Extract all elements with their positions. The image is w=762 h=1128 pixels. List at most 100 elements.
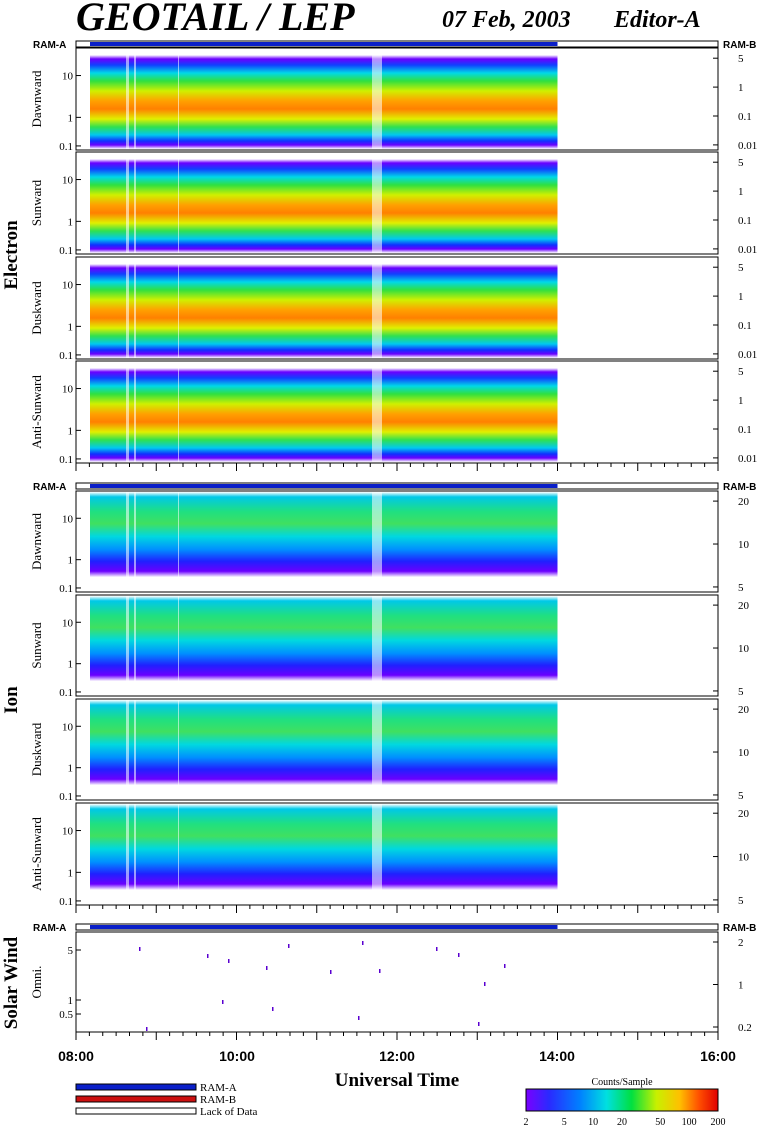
colorbar-tick-label: 10 bbox=[588, 1117, 598, 1128]
right-tick-label: 0.01 bbox=[738, 349, 757, 361]
colorbar-tick-label: 5 bbox=[562, 1117, 567, 1128]
right-tick-label: 1 bbox=[738, 82, 744, 94]
ram-a-label: RAM-A bbox=[33, 40, 66, 51]
right-tick-label: 0.1 bbox=[738, 320, 752, 332]
data-gap bbox=[372, 49, 382, 149]
colorbar-tick-label: 200 bbox=[711, 1117, 726, 1128]
data-gap bbox=[126, 258, 129, 358]
legend-label-ram-b: RAM-B bbox=[200, 1094, 236, 1106]
x-axis-label: Universal Time bbox=[335, 1070, 459, 1091]
ram-a-segment bbox=[90, 925, 558, 929]
right-tick-label: 0.2 bbox=[738, 1022, 752, 1034]
data-gap bbox=[134, 492, 136, 591]
y-tick-label: 1 bbox=[68, 425, 74, 437]
right-tick-label: 20 bbox=[738, 704, 750, 716]
data-gap bbox=[134, 258, 136, 358]
y-tick-label: 1 bbox=[68, 321, 74, 333]
right-tick-label: 1 bbox=[738, 291, 744, 303]
data-point bbox=[504, 964, 506, 968]
data-point bbox=[436, 947, 438, 951]
data-gap bbox=[372, 804, 382, 904]
spectrogram bbox=[90, 804, 558, 904]
data-gap bbox=[134, 804, 136, 904]
data-gap bbox=[178, 804, 179, 904]
right-tick-label: 0.1 bbox=[738, 424, 752, 436]
y-tick-label: 0.5 bbox=[59, 1009, 73, 1021]
y-tick-label: 10 bbox=[62, 384, 74, 396]
group-label-ion: Ion bbox=[1, 686, 22, 714]
right-tick-label: 5 bbox=[738, 790, 744, 802]
right-tick-label: 0.01 bbox=[738, 244, 757, 256]
panel-label: Dawnward bbox=[29, 512, 44, 570]
data-gap bbox=[134, 49, 136, 149]
x-tick-1400: 14:00 bbox=[539, 1048, 575, 1064]
panel-electron-dawnward: Dawnward 10 1 0.1 5 1 0.1 0.01 bbox=[29, 47, 757, 153]
data-point bbox=[379, 969, 381, 973]
legend-swatch-ram-b bbox=[75, 1095, 197, 1103]
y-tick-label: 10 bbox=[62, 721, 74, 733]
data-gap bbox=[372, 153, 382, 253]
y-tick-label: 1 bbox=[68, 867, 74, 879]
y-tick-label: 0.1 bbox=[59, 350, 73, 362]
data-gap bbox=[178, 258, 179, 358]
y-tick-label: 0.1 bbox=[59, 454, 73, 466]
right-tick-label: 0.1 bbox=[738, 215, 752, 227]
data-gap bbox=[126, 596, 129, 695]
data-point bbox=[362, 941, 364, 945]
y-tick-label: 10 bbox=[62, 617, 74, 629]
panel-electron-duskward: Duskward 10 1 0.1 5 1 0.1 0.01 bbox=[29, 256, 757, 362]
spectrogram bbox=[90, 492, 558, 591]
data-gap bbox=[134, 700, 136, 799]
data-point bbox=[484, 982, 486, 986]
data-gap bbox=[178, 362, 179, 462]
data-gap bbox=[134, 153, 136, 253]
colorbar-tick-label: 50 bbox=[655, 1117, 665, 1128]
editor-label: Editor-A bbox=[613, 7, 701, 33]
y-tick-label: 1 bbox=[68, 112, 74, 124]
data-gap bbox=[126, 153, 129, 253]
ram-a-label: RAM-A bbox=[33, 482, 66, 493]
y-tick-label: 0.1 bbox=[59, 791, 73, 803]
panel-label: Sunward bbox=[29, 179, 44, 226]
panel-ion-sunward: Sunward 10 1 0.1 20 10 5 bbox=[29, 594, 750, 699]
ram-a-segment bbox=[90, 42, 558, 46]
data-gap bbox=[372, 362, 382, 462]
data-gap bbox=[178, 596, 179, 695]
y-tick-label: 1 bbox=[68, 659, 74, 671]
data-gap bbox=[372, 596, 382, 695]
y-tick-label: 0.1 bbox=[59, 141, 73, 153]
data-point bbox=[146, 1027, 148, 1031]
right-tick-label: 1 bbox=[738, 395, 744, 407]
data-point bbox=[458, 953, 460, 957]
data-point bbox=[272, 1007, 274, 1011]
legend-label-ram-a: RAM-A bbox=[200, 1082, 237, 1094]
panel-electron-anti-sunward: Anti-Sunward 10 1 0.1 5 1 0.1 0.01 bbox=[29, 360, 757, 466]
right-tick-label: 2 bbox=[738, 937, 744, 949]
spectrogram bbox=[90, 258, 558, 358]
ram-a-label: RAM-A bbox=[33, 923, 66, 934]
panel-electron-sunward: Sunward 10 1 0.1 5 1 0.1 0.01 bbox=[29, 151, 757, 257]
right-tick-label: 10 bbox=[738, 539, 750, 551]
data-gap bbox=[372, 700, 382, 799]
right-tick-label: 1 bbox=[738, 186, 744, 198]
data-point bbox=[478, 1022, 480, 1026]
data-point bbox=[330, 970, 332, 974]
y-tick-label: 10 bbox=[62, 175, 74, 187]
panel-ion-duskward: Duskward 10 1 0.1 20 10 5 bbox=[29, 698, 750, 803]
panel-label: Duskward bbox=[29, 722, 44, 776]
right-tick-label: 5 bbox=[738, 53, 744, 65]
right-tick-label: 0.01 bbox=[738, 453, 757, 465]
y-tick-label: 10 bbox=[62, 280, 74, 292]
x-tick-1200: 12:00 bbox=[379, 1048, 415, 1064]
data-point bbox=[222, 1000, 224, 1004]
ram-b-label: RAM-B bbox=[723, 923, 756, 934]
data-gap bbox=[178, 492, 179, 591]
title: GEOTAIL / LEP bbox=[76, 0, 355, 39]
y-tick-label: 1 bbox=[68, 763, 74, 775]
colorbar-tick-label: 2 bbox=[524, 1117, 529, 1128]
right-tick-label: 0.01 bbox=[738, 140, 757, 152]
right-tick-label: 5 bbox=[738, 686, 744, 698]
right-tick-label: 5 bbox=[738, 582, 744, 594]
panel-label: Anti-Sunward bbox=[29, 375, 44, 449]
